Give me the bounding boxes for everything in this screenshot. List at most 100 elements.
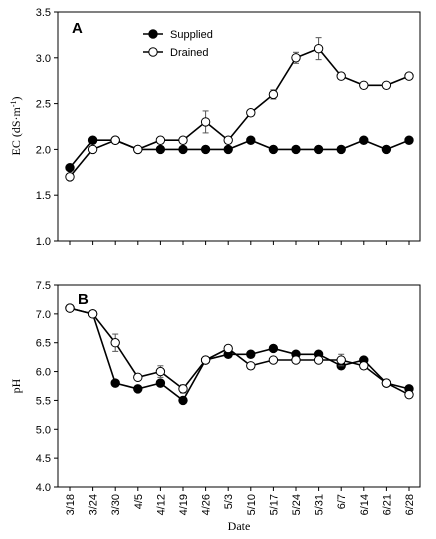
panel-a-y-tick-label: 1.0 [36, 236, 51, 248]
x-tick-label: 4/12 [155, 494, 167, 515]
panel-b-series-drained-point [65, 303, 75, 313]
panel-a-series-drained-point [110, 135, 120, 145]
panel-b-y-tick-label: 4.5 [36, 453, 51, 465]
panel-b-series-supplied-line [69, 307, 410, 402]
panel-a-series-supplied-line [69, 139, 410, 169]
panel-b-series-drained-point [200, 355, 211, 365]
panel-a-plot-area [57, 11, 421, 242]
x-tick-label: 4/26 [201, 494, 213, 515]
panel-a-y-tick-label: 3.5 [36, 7, 51, 19]
legend-supplied-label: Supplied [170, 29, 213, 41]
x-tick-label: 6/7 [336, 494, 348, 509]
panel-a-legend: Supplied Drained [143, 29, 213, 59]
x-tick-label: 5/10 [246, 494, 258, 515]
x-tick-label: 5/31 [314, 494, 326, 515]
panel-b-series-drained-point [359, 361, 369, 371]
panel-b-series-supplied-point [110, 378, 120, 388]
panel-a-series-drained-point [200, 117, 211, 127]
panel-a-series-drained-point [336, 71, 346, 81]
panel-b-y-tick-label: 7.5 [36, 280, 51, 292]
panel-a-series-supplied-point [381, 144, 392, 155]
panel-a-series-drained-point [87, 144, 98, 155]
panel-a-series-drained-point [178, 135, 188, 145]
panel-b-plot-area [57, 284, 421, 488]
panel-a-y-axis-label: EC (dS·m-1) [9, 96, 23, 155]
panel-b-series-drained-point [133, 372, 143, 383]
panel-b-y-tick-label: 5.5 [36, 395, 51, 407]
panel-a-series-supplied-point [336, 144, 346, 155]
panel-a-y-tick-label: 2.0 [36, 144, 51, 156]
panel-a-series-drained-point [381, 80, 392, 90]
legend-supplied-marker [148, 29, 158, 39]
panel-b-series-drained-point [155, 366, 166, 377]
panel-b-series-drained-point [246, 361, 256, 371]
panel-a-series-supplied-point [246, 135, 256, 145]
x-tick-label: 3/30 [110, 494, 122, 515]
panel-a-series-supplied-point [359, 135, 369, 145]
panel-b-series-supplied-point [178, 395, 188, 406]
x-tick-label: 5/17 [268, 494, 280, 515]
x-tick-label: 6/28 [404, 494, 416, 515]
panel-a-series-supplied-point [268, 144, 279, 155]
panel-a-y-tick-label: 3.0 [36, 53, 51, 65]
panel-b-series-drained-line [69, 307, 410, 396]
panel-a-series-supplied-point [200, 144, 211, 155]
x-axis-label: Date [228, 519, 251, 533]
panel-a-y-tick-label: 2.5 [36, 99, 51, 111]
panel-a-series-drained-line [69, 47, 410, 178]
panel-a-series-supplied-point [291, 144, 301, 155]
panel-b-series-drained-point [404, 389, 414, 400]
panel-b-series-supplied-point [155, 378, 166, 388]
panel-b-label: B [78, 291, 89, 308]
panel-a-series-drained-point [404, 71, 414, 81]
panel-b-y-tick-label: 6.0 [36, 367, 51, 379]
panel-b-series-drained-point [223, 343, 233, 354]
panel-a-series-supplied-point [155, 144, 166, 155]
panel-b: B pH 4.0 4.5 5.0 5.5 6.0 6.5 7.0 7.5 3/18 3/24 3/… [9, 241, 421, 533]
panel-a-series-supplied-point [404, 135, 414, 145]
panel-a-series-supplied-point [87, 135, 98, 145]
panel-a-series-drained-point [313, 43, 324, 54]
panel-a-series-drained-point [359, 80, 369, 90]
x-tick-label: 3/24 [88, 494, 100, 515]
panel-b-y-tick-label: 6.5 [36, 338, 51, 350]
panel-a-series-drained-point [246, 108, 256, 118]
panel-b-y-axis-label: pH [9, 378, 23, 393]
panel-b-series-supplied-point [246, 349, 256, 359]
x-tick-label: 6/21 [381, 494, 393, 515]
panel-b-series-drained-point [336, 355, 346, 365]
panel-a-series-supplied-point [65, 163, 75, 173]
x-tick-label: 4/19 [178, 494, 190, 515]
legend-drained-label: Drained [170, 47, 209, 59]
panel-a: A EC (dS·m-1) 1.0 1.5 2.0 2.5 3.0 3.5 Supplie… [9, 7, 421, 248]
panel-b-series-supplied-point [268, 343, 279, 354]
panel-b-series-drained-point [110, 338, 120, 348]
panel-a-series-drained-point [65, 172, 75, 182]
panel-a-label: A [72, 20, 83, 37]
panel-b-y-tick-label: 7.0 [36, 309, 51, 321]
panel-b-y-tick-label: 4.0 [36, 482, 51, 494]
x-tick-label: 3/18 [65, 494, 77, 515]
panel-b-series-drained-point [268, 355, 279, 365]
panel-b-series-drained-point [381, 378, 392, 388]
panel-b-series-supplied-point [133, 384, 143, 394]
panel-b-series-drained-point [313, 355, 324, 365]
panel-a-series-drained-point [133, 144, 143, 155]
x-tick-label: 6/14 [359, 494, 371, 515]
panel-a-series-drained-point [155, 135, 166, 145]
x-tick-label: 4/5 [133, 494, 145, 509]
x-tick-label: 5/24 [291, 494, 303, 515]
legend-drained-marker [148, 47, 158, 57]
panel-a-series-drained-point [268, 89, 279, 100]
panel-b-series-drained-point [87, 309, 98, 319]
panel-a-series-drained-point [291, 53, 301, 63]
panel-b-y-tick-label: 5.0 [36, 424, 51, 436]
x-tick-label: 5/3 [223, 494, 235, 509]
panel-a-y-tick-label: 1.5 [36, 190, 51, 202]
panel-a-series-supplied-point [178, 144, 188, 155]
panel-a-series-supplied-point [223, 144, 233, 155]
panel-b-series-drained-point [291, 355, 301, 365]
panel-a-series-drained-point [223, 135, 233, 145]
panel-a-series-supplied-point [313, 144, 324, 155]
